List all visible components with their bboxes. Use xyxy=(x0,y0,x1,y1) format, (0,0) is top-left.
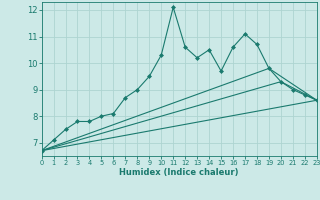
X-axis label: Humidex (Indice chaleur): Humidex (Indice chaleur) xyxy=(119,168,239,177)
